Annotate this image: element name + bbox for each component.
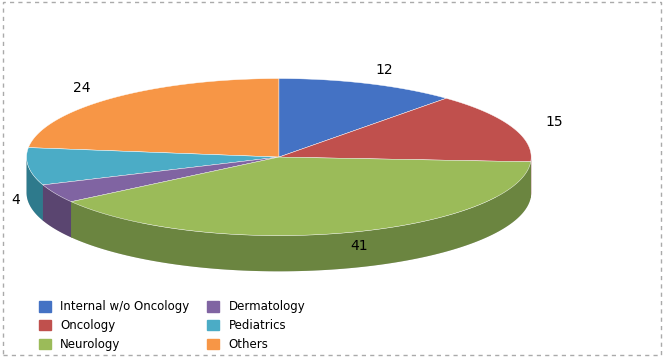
Polygon shape (71, 157, 279, 237)
Legend: Internal w/o Oncology, Oncology, Neurology, Dermatology, Pediatrics, Others: Internal w/o Oncology, Oncology, Neurolo… (39, 300, 305, 351)
Polygon shape (27, 157, 531, 271)
Polygon shape (43, 157, 279, 221)
Polygon shape (279, 98, 531, 162)
Polygon shape (43, 157, 279, 221)
Polygon shape (27, 147, 279, 185)
Polygon shape (71, 157, 279, 237)
Polygon shape (27, 157, 43, 221)
Text: 41: 41 (350, 239, 368, 253)
Text: 12: 12 (376, 64, 393, 77)
Polygon shape (29, 79, 279, 157)
Polygon shape (43, 157, 279, 202)
Polygon shape (71, 162, 531, 271)
Polygon shape (71, 157, 531, 236)
Text: 15: 15 (545, 115, 563, 129)
Polygon shape (279, 157, 531, 197)
Text: 4: 4 (11, 193, 20, 207)
Polygon shape (43, 185, 71, 237)
Polygon shape (279, 79, 446, 157)
Polygon shape (279, 157, 531, 197)
Text: 24: 24 (72, 81, 90, 95)
